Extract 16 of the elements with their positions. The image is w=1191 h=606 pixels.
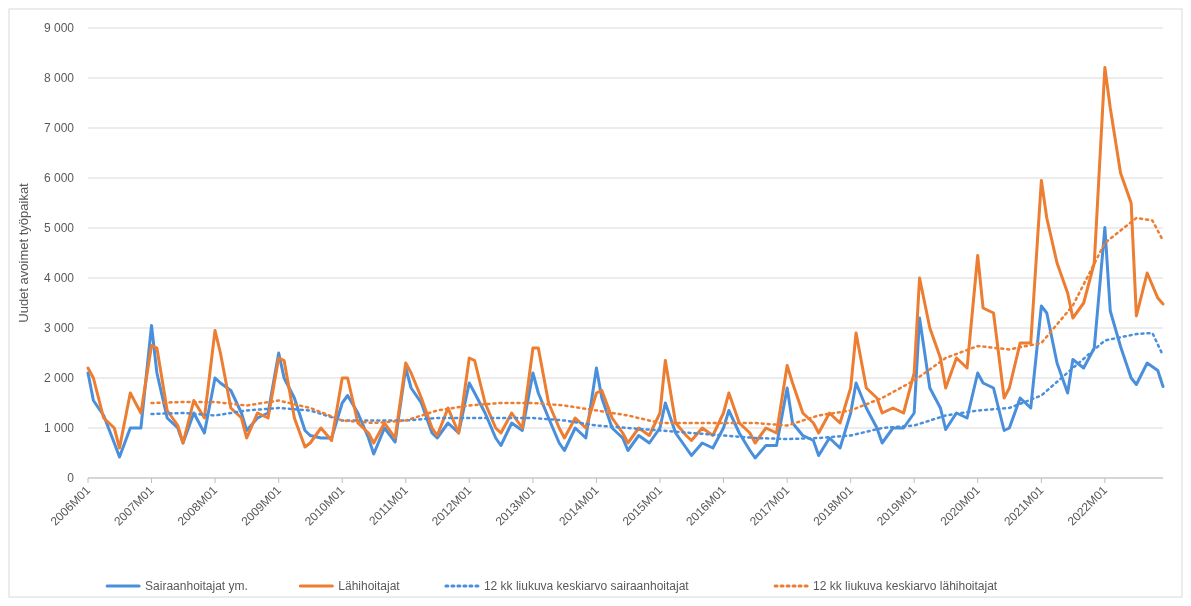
y-tick-label: 9 000 — [43, 21, 75, 36]
y-axis-title: Uudet avoimet työpaikat — [16, 182, 31, 323]
y-tick-label: 8 000 — [43, 71, 75, 86]
legend-label: Lähihoitajat — [338, 579, 401, 594]
y-tick-label: 2 000 — [43, 371, 75, 386]
y-tick-label: 0 — [67, 471, 75, 486]
legend-label: 12 kk liukuva keskiarvo sairaanhoitajat — [483, 579, 690, 594]
legend-label: Sairaanhoitajat ym. — [145, 579, 248, 594]
y-tick-label: 7 000 — [43, 121, 75, 136]
y-tick-label: 6 000 — [43, 171, 75, 186]
y-tick-label: 4 000 — [43, 271, 75, 286]
y-tick-label: 5 000 — [43, 221, 75, 236]
line-series — [86, 66, 1165, 450]
y-tick-label: 1 000 — [43, 421, 75, 436]
legend-label: 12 kk liukuva keskiarvo lähihoitajat — [813, 579, 998, 594]
y-tick-label: 3 000 — [43, 321, 75, 336]
